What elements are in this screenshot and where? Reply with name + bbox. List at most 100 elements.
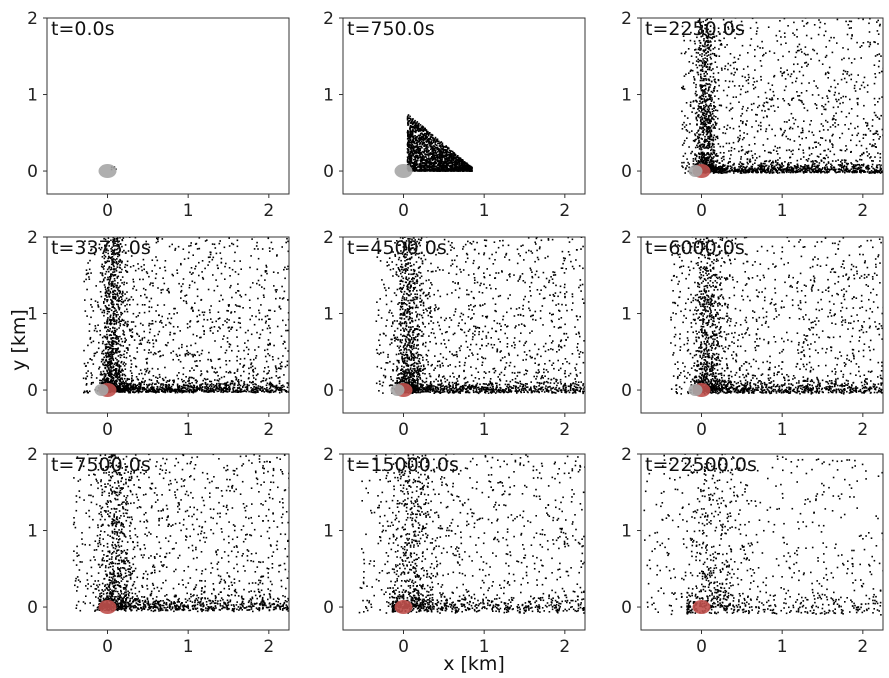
particle-point xyxy=(884,60,886,62)
particle-point xyxy=(885,78,887,80)
particle-point xyxy=(807,169,809,171)
particle-point xyxy=(451,159,453,161)
particle-point xyxy=(707,89,710,91)
particle-point xyxy=(227,371,230,374)
particle-point xyxy=(695,90,697,93)
particle-point xyxy=(818,130,821,133)
particle-point xyxy=(443,158,446,160)
particle-point xyxy=(812,134,815,136)
particle-point xyxy=(866,122,869,124)
particle-point xyxy=(705,115,708,118)
particle-point xyxy=(783,99,786,102)
particle-point xyxy=(789,169,791,172)
particle-point xyxy=(808,146,811,149)
particle-point xyxy=(409,136,412,139)
particle-point xyxy=(796,45,799,48)
particle-point xyxy=(426,138,428,141)
particle-point xyxy=(749,44,752,47)
particle-point xyxy=(712,168,715,171)
particle-point xyxy=(773,110,776,112)
particle-point xyxy=(731,107,734,109)
particle-point xyxy=(723,31,725,33)
particle-point xyxy=(746,90,749,93)
particle-point xyxy=(733,148,736,150)
particle-point xyxy=(785,85,787,88)
particle-point xyxy=(702,14,704,16)
particle-point xyxy=(769,88,772,91)
particle-point xyxy=(173,307,175,310)
particle-point xyxy=(707,50,709,53)
particle-point xyxy=(710,146,713,148)
particle-point xyxy=(180,297,182,299)
particle-point xyxy=(104,325,107,328)
particle-point xyxy=(421,128,423,130)
particle-point xyxy=(696,146,699,148)
particle-point xyxy=(819,153,822,155)
particle-point xyxy=(856,171,858,173)
particle-point xyxy=(699,42,702,44)
particle-point xyxy=(756,168,758,170)
particle-point xyxy=(442,146,445,148)
y-tick-label: 0 xyxy=(621,162,632,182)
particle-point xyxy=(826,166,828,168)
particle-point xyxy=(723,164,726,167)
particle-point xyxy=(808,154,811,157)
particle-point xyxy=(743,12,745,14)
particle-point xyxy=(713,35,716,38)
particle-point xyxy=(826,169,828,171)
particle-point xyxy=(712,127,715,129)
particle-point xyxy=(848,20,851,23)
particle-point xyxy=(802,152,805,154)
particle-point xyxy=(741,108,744,110)
particle-point xyxy=(430,162,433,164)
particle-point xyxy=(748,160,751,162)
particle-point xyxy=(704,27,706,30)
particle-point xyxy=(710,18,712,20)
particle-point xyxy=(714,168,717,170)
particle-point xyxy=(263,391,266,393)
particle-point xyxy=(250,255,252,257)
particle-point xyxy=(724,46,726,48)
particle-point xyxy=(816,155,819,158)
particle-point xyxy=(843,57,845,60)
particle-point xyxy=(713,151,716,154)
particle-point xyxy=(695,64,697,66)
particle-point xyxy=(767,168,769,170)
particle-point xyxy=(469,169,471,172)
particle-point xyxy=(410,148,412,151)
particle-point xyxy=(709,134,711,137)
particle-point xyxy=(813,165,815,167)
particle-point xyxy=(460,165,462,167)
particle-point xyxy=(421,135,423,138)
particle-point xyxy=(776,147,779,149)
particle-point xyxy=(886,161,888,163)
particle-point xyxy=(827,71,829,74)
particle-point xyxy=(771,171,773,173)
particle-point xyxy=(225,363,228,366)
particle-point xyxy=(420,132,423,135)
particle-point xyxy=(416,159,418,162)
particle-point xyxy=(873,145,875,147)
particle-point xyxy=(741,112,744,115)
particle-point xyxy=(430,145,433,148)
particle-point xyxy=(847,170,850,173)
particle-point xyxy=(825,154,828,157)
particle-point xyxy=(794,56,797,58)
particle-point xyxy=(749,27,752,29)
particle-point xyxy=(818,169,820,171)
particle-point xyxy=(879,136,881,138)
particle-point xyxy=(689,101,692,104)
particle-point xyxy=(739,54,741,57)
particle-point xyxy=(713,156,715,158)
panel-time-label: t=0.0s xyxy=(51,18,115,40)
particle-point xyxy=(881,171,883,174)
particle-point xyxy=(761,171,763,173)
particle-point xyxy=(846,148,848,151)
particle-point xyxy=(862,81,865,84)
particle-point xyxy=(741,138,744,141)
particle-point xyxy=(732,96,735,98)
particle-point xyxy=(832,144,834,146)
particle-point xyxy=(755,120,757,122)
particle-point xyxy=(263,370,265,373)
particle-point xyxy=(867,128,870,130)
